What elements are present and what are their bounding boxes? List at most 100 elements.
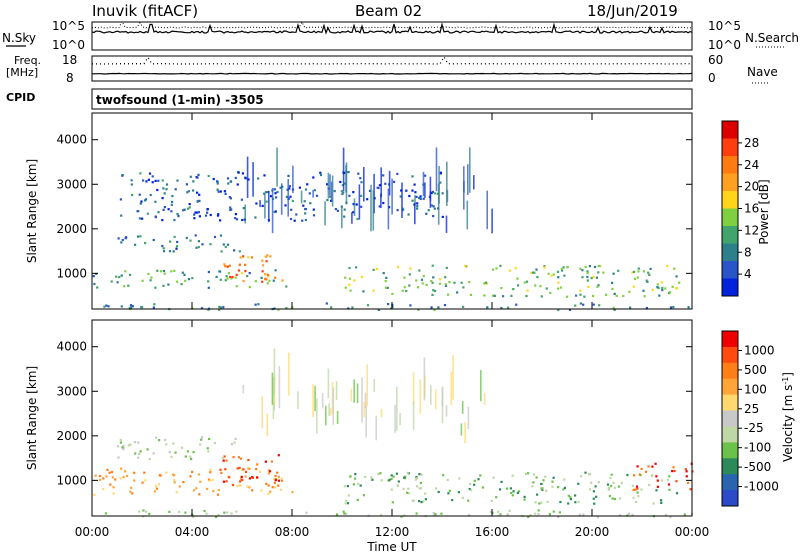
echo-point bbox=[529, 514, 532, 517]
echo-point bbox=[525, 294, 528, 298]
echo-point bbox=[462, 305, 465, 308]
echo-streak bbox=[331, 175, 334, 207]
echo-point bbox=[430, 191, 433, 195]
echo-streak bbox=[452, 355, 454, 400]
echo-point bbox=[274, 474, 277, 477]
echo-streak bbox=[461, 401, 464, 414]
echo-point bbox=[347, 171, 350, 174]
echo-point bbox=[342, 191, 345, 194]
echo-point bbox=[174, 188, 177, 191]
echo-point bbox=[181, 446, 184, 449]
echo-point bbox=[191, 470, 194, 473]
echo-point bbox=[242, 468, 245, 471]
echo-streak bbox=[473, 175, 475, 190]
echo-point bbox=[208, 437, 211, 441]
echo-point bbox=[592, 490, 595, 493]
echo-point bbox=[675, 275, 678, 278]
echo-point bbox=[207, 280, 210, 283]
echo-point bbox=[594, 485, 597, 488]
echo-point bbox=[654, 462, 657, 465]
echo-point bbox=[672, 306, 675, 309]
echo-point bbox=[178, 485, 181, 488]
echo-point bbox=[402, 207, 405, 210]
echo-point bbox=[517, 490, 521, 493]
echo-point bbox=[486, 306, 489, 309]
echo-point bbox=[557, 287, 560, 290]
echo-point bbox=[141, 217, 144, 220]
echo-streak bbox=[324, 201, 326, 226]
echo-point bbox=[425, 212, 428, 215]
echo-point bbox=[175, 247, 178, 250]
echo-point bbox=[598, 304, 601, 307]
echo-point bbox=[193, 213, 196, 216]
echo-point bbox=[552, 476, 555, 479]
echo-point bbox=[403, 286, 406, 289]
echo-point bbox=[366, 304, 370, 307]
echo-point bbox=[502, 295, 505, 298]
echo-point bbox=[438, 282, 441, 285]
echo-point bbox=[626, 473, 629, 477]
echo-point bbox=[493, 294, 496, 297]
echo-point bbox=[186, 191, 189, 194]
beam-title: Beam 02 bbox=[355, 2, 422, 20]
echo-point bbox=[457, 491, 460, 494]
echo-streak bbox=[364, 392, 367, 409]
echo-point bbox=[265, 278, 268, 281]
echo-point bbox=[170, 210, 173, 213]
echo-point bbox=[689, 488, 692, 491]
echo-point bbox=[348, 194, 351, 197]
colorbar-tick-label: -100 bbox=[744, 441, 771, 455]
echo-point bbox=[241, 272, 244, 275]
echo-point bbox=[197, 240, 200, 243]
echo-point bbox=[198, 193, 201, 196]
echo-point bbox=[141, 306, 144, 309]
echo-point bbox=[187, 278, 191, 281]
power-colorbar-label: Power [dB] bbox=[757, 179, 771, 244]
echo-point bbox=[578, 513, 581, 516]
echo-point bbox=[611, 497, 614, 500]
echo-point bbox=[525, 472, 528, 475]
echo-point bbox=[500, 480, 503, 483]
echo-point bbox=[432, 215, 435, 218]
echo-point bbox=[647, 465, 650, 468]
echo-point bbox=[602, 271, 605, 274]
echo-point bbox=[364, 475, 367, 479]
echo-streak bbox=[437, 183, 440, 225]
echo-point bbox=[187, 190, 190, 193]
echo-point bbox=[637, 270, 640, 273]
echo-point bbox=[532, 473, 535, 476]
echo-point bbox=[254, 216, 257, 219]
echo-point bbox=[185, 183, 188, 186]
echo-point bbox=[557, 281, 560, 284]
echo-point bbox=[301, 219, 304, 222]
echo-point bbox=[131, 492, 134, 495]
echo-point bbox=[422, 275, 425, 278]
echo-point bbox=[122, 476, 125, 479]
echo-point bbox=[427, 209, 430, 212]
echo-streak bbox=[350, 388, 353, 402]
echo-point bbox=[230, 512, 233, 515]
echo-point bbox=[138, 452, 141, 456]
echo-point bbox=[360, 205, 363, 208]
echo-point bbox=[390, 474, 393, 477]
cpid-strip: CPID twofsound (1-min) -3505 bbox=[6, 88, 693, 110]
echo-point bbox=[162, 187, 165, 190]
echo-point bbox=[597, 284, 600, 287]
echo-point bbox=[593, 265, 597, 269]
echo-point bbox=[372, 268, 375, 271]
echo-streak bbox=[370, 184, 372, 232]
echo-point bbox=[161, 219, 164, 222]
echo-point bbox=[348, 266, 351, 270]
echo-point bbox=[255, 468, 258, 471]
colorbar-tick-label: -1000 bbox=[744, 480, 779, 494]
echo-point bbox=[232, 456, 235, 459]
echo-point bbox=[246, 485, 249, 488]
echo-point bbox=[144, 479, 147, 482]
echo-point bbox=[431, 264, 434, 267]
echo-point bbox=[510, 294, 513, 297]
echo-point bbox=[207, 450, 210, 453]
echo-streak bbox=[466, 200, 469, 230]
echo-point bbox=[172, 250, 175, 253]
echo-point bbox=[420, 501, 423, 504]
echo-point bbox=[541, 487, 544, 490]
